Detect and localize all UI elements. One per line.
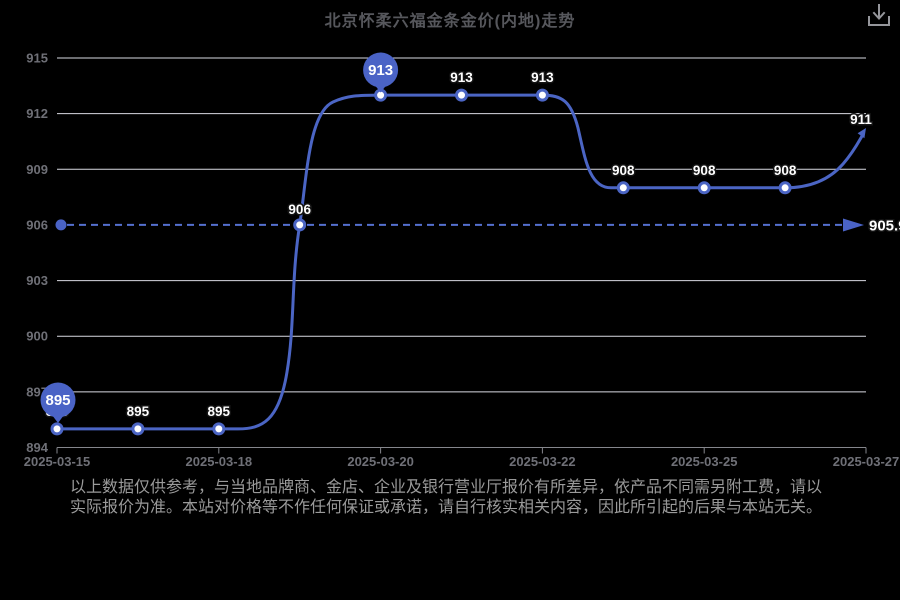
price-series-line <box>55 93 864 431</box>
y-axis: 915 912 909 906 903 900 897 894 <box>26 51 48 456</box>
data-point-marker[interactable] <box>50 422 64 436</box>
y-tick-label: 900 <box>26 329 48 344</box>
reference-line: 905.9 <box>55 216 900 236</box>
gridlines <box>57 57 866 393</box>
disclaimer-line-2: 实际报价为准。本站对价格等不作任何保证或承诺，请自行核实相关内容，因此所引起的后… <box>70 498 823 516</box>
max-value-pin: 913 <box>363 52 399 93</box>
min-pin-label: 895 <box>45 392 70 409</box>
point-label: 911 <box>850 112 872 127</box>
x-tick-label: 2025-03-18 <box>186 454 253 469</box>
data-point-marker[interactable] <box>697 181 711 195</box>
x-tick-label: 2025-03-22 <box>509 454 576 469</box>
data-point-marker[interactable] <box>212 422 226 436</box>
y-tick-label: 903 <box>26 273 48 288</box>
data-point-marker[interactable] <box>131 422 145 436</box>
reference-value-label: 905.9 <box>869 218 900 235</box>
download-arrow-head <box>872 11 886 20</box>
pin-ball-shape <box>363 52 399 88</box>
data-point-labels: 895 895 895 906 913 913 913 908 908 908 … <box>44 69 874 421</box>
point-label: 895 <box>208 404 231 419</box>
x-axis: 2025-03-15 2025-03-18 2025-03-20 2025-03… <box>24 447 900 469</box>
data-point-marker[interactable] <box>778 181 792 195</box>
data-point-marker[interactable] <box>616 181 630 195</box>
download-icon[interactable] <box>865 3 893 29</box>
x-tick-label: 2025-03-25 <box>671 454 738 469</box>
x-tick-label: 2025-03-15 <box>24 454 91 469</box>
series-end-arrow-icon <box>857 128 866 139</box>
x-tick-label: 2025-03-27 <box>833 454 900 469</box>
disclaimer-text: 以上数据仅供参考，与当地品牌商、金店、企业及银行营业厅报价有所差异，依产品不同需… <box>70 478 870 517</box>
disclaimer-line-1: 以上数据仅供参考，与当地品牌商、金店、企业及银行营业厅报价有所差异，依产品不同需… <box>70 479 823 496</box>
y-tick-label: 915 <box>26 51 48 66</box>
reference-arrow-icon <box>843 218 864 232</box>
min-value-pin: 895 <box>40 382 76 423</box>
data-point-marker[interactable] <box>455 88 468 102</box>
pin-ball-shape <box>40 382 76 418</box>
page-title: 北京怀柔六福金条金价(内地)走势 <box>324 13 576 30</box>
y-tick-label: 906 <box>26 217 48 232</box>
point-label: 908 <box>612 163 635 178</box>
download-tray-shape <box>868 16 890 26</box>
max-pin-label: 913 <box>368 62 393 79</box>
data-point-marker[interactable] <box>293 218 307 232</box>
x-tick-label: 2025-03-20 <box>347 454 414 469</box>
point-label: 906 <box>288 202 311 217</box>
reference-start-dot <box>55 219 67 231</box>
point-label: 895 <box>127 404 150 419</box>
y-tick-label: 912 <box>26 106 48 121</box>
data-point-marker[interactable] <box>535 88 549 102</box>
point-label: 913 <box>531 70 554 85</box>
price-trend-chart: 2025-03-15 2025-03-18 2025-03-20 2025-03… <box>24 51 900 470</box>
data-points <box>50 88 792 436</box>
y-tick-label: 894 <box>26 440 48 455</box>
point-label: 908 <box>693 163 716 178</box>
point-label: 913 <box>450 70 473 85</box>
y-tick-label: 909 <box>26 162 48 177</box>
point-label: 908 <box>774 163 797 178</box>
